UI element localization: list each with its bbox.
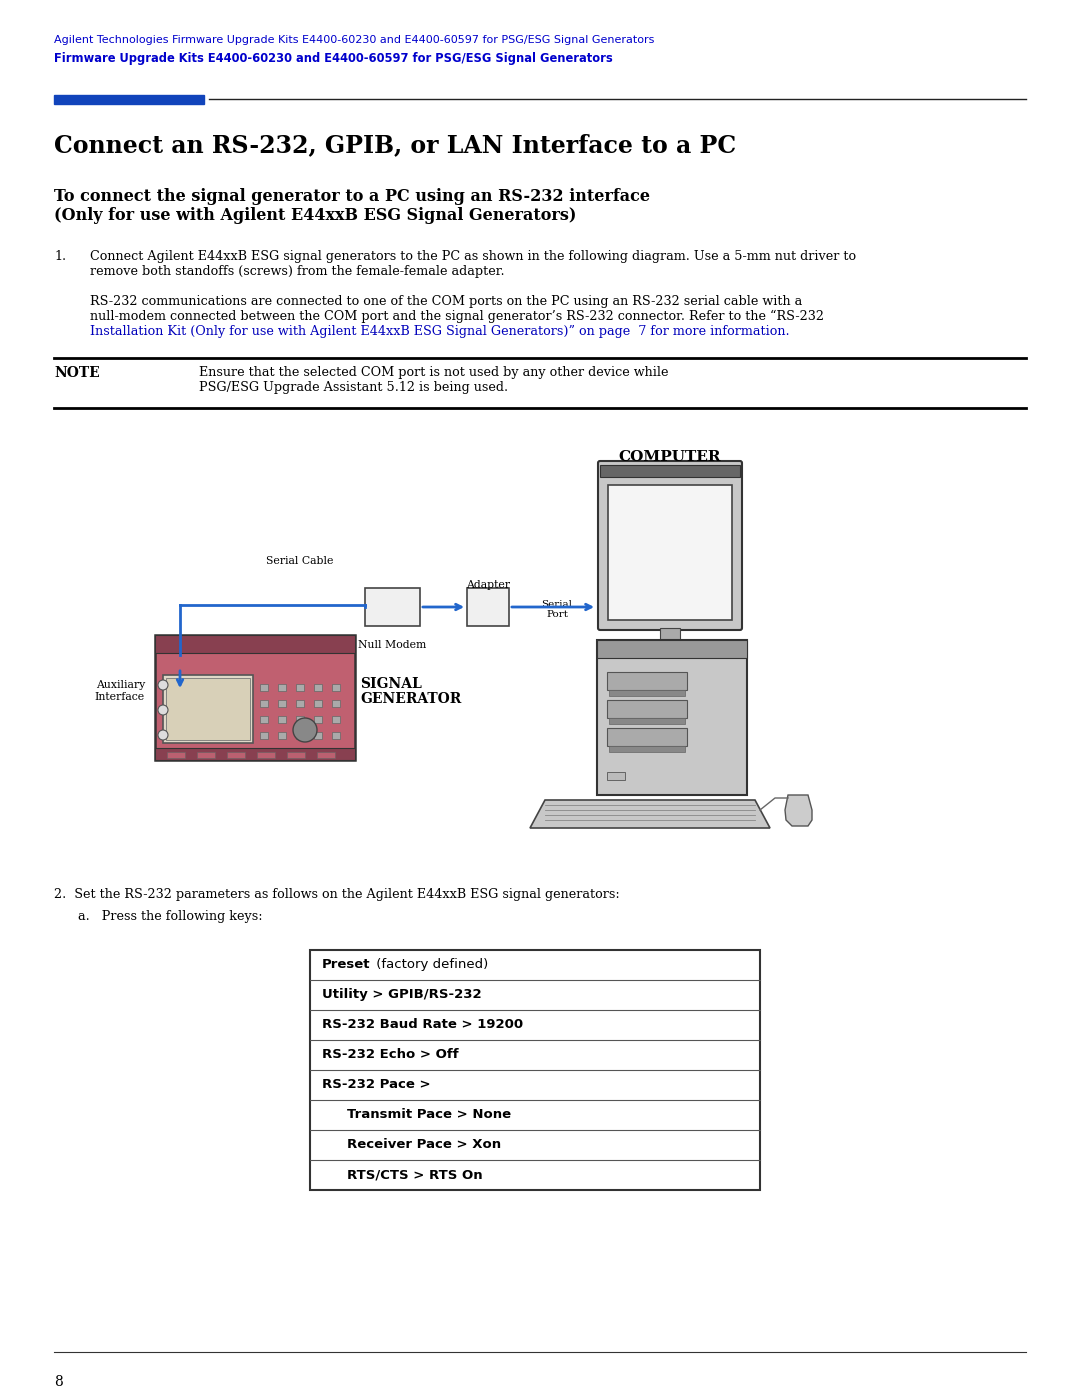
FancyBboxPatch shape	[156, 636, 355, 652]
FancyBboxPatch shape	[600, 465, 740, 476]
FancyBboxPatch shape	[227, 752, 245, 759]
FancyBboxPatch shape	[287, 752, 305, 759]
FancyBboxPatch shape	[314, 685, 322, 692]
FancyBboxPatch shape	[609, 718, 685, 724]
FancyBboxPatch shape	[296, 717, 303, 724]
Text: Adapter: Adapter	[465, 580, 510, 590]
FancyBboxPatch shape	[332, 717, 340, 724]
Bar	[54, 95, 204, 103]
Text: Firmware Upgrade Kits E4400-60230 and E4400-60597 for PSG/ESG Signal Generators: Firmware Upgrade Kits E4400-60230 and E4…	[54, 52, 612, 66]
FancyBboxPatch shape	[278, 685, 286, 692]
Text: Auxiliary
Interface: Auxiliary Interface	[95, 680, 145, 701]
Text: RS-232 Echo > Off: RS-232 Echo > Off	[322, 1048, 459, 1060]
FancyBboxPatch shape	[260, 732, 268, 739]
Text: (Only for use with Agilent E44xxB ESG Signal Generators): (Only for use with Agilent E44xxB ESG Si…	[54, 207, 577, 224]
Text: Agilent Technologies Firmware Upgrade Kits E4400-60230 and E4400-60597 for PSG/E: Agilent Technologies Firmware Upgrade Ki…	[54, 35, 654, 45]
Text: RS-232 Baud Rate > 19200: RS-232 Baud Rate > 19200	[322, 1018, 523, 1031]
FancyBboxPatch shape	[608, 485, 732, 620]
FancyBboxPatch shape	[257, 752, 275, 759]
FancyBboxPatch shape	[260, 717, 268, 724]
FancyBboxPatch shape	[609, 690, 685, 696]
FancyBboxPatch shape	[260, 685, 268, 692]
Text: 8: 8	[54, 1375, 63, 1389]
Text: Serial Cable: Serial Cable	[267, 556, 334, 566]
FancyBboxPatch shape	[597, 640, 747, 795]
Polygon shape	[530, 800, 770, 828]
Circle shape	[158, 680, 168, 690]
FancyBboxPatch shape	[332, 685, 340, 692]
FancyBboxPatch shape	[156, 747, 355, 760]
Text: null-modem connected between the COM port and the signal generator’s RS-232 conn: null-modem connected between the COM por…	[90, 310, 824, 323]
Text: NOTE: NOTE	[54, 366, 99, 380]
FancyBboxPatch shape	[332, 732, 340, 739]
FancyBboxPatch shape	[607, 700, 687, 718]
Text: Connect an RS-232, GPIB, or LAN Interface to a PC: Connect an RS-232, GPIB, or LAN Interfac…	[54, 133, 737, 156]
FancyBboxPatch shape	[167, 752, 185, 759]
FancyBboxPatch shape	[197, 752, 215, 759]
Text: Ensure that the selected COM port is not used by any other device while: Ensure that the selected COM port is not…	[199, 366, 669, 379]
Text: Null Modem: Null Modem	[357, 640, 427, 650]
FancyBboxPatch shape	[278, 717, 286, 724]
Text: a.   Press the following keys:: a. Press the following keys:	[78, 909, 262, 923]
Text: PSG/ESG Upgrade Assistant 5.12 is being used.: PSG/ESG Upgrade Assistant 5.12 is being …	[199, 381, 508, 394]
FancyBboxPatch shape	[609, 746, 685, 752]
Text: COMPUTER: COMPUTER	[619, 450, 721, 464]
FancyBboxPatch shape	[156, 636, 355, 760]
Text: Installation Kit (Only for use with Agilent E44xxB ESG Signal Generators)” on pa: Installation Kit (Only for use with Agil…	[90, 326, 789, 338]
FancyBboxPatch shape	[332, 700, 340, 707]
FancyBboxPatch shape	[278, 700, 286, 707]
FancyBboxPatch shape	[260, 700, 268, 707]
FancyBboxPatch shape	[467, 588, 509, 626]
FancyBboxPatch shape	[318, 752, 335, 759]
Text: GENERATOR: GENERATOR	[360, 692, 461, 705]
Text: Connect Agilent E44xxB ESG signal generators to the PC as shown in the following: Connect Agilent E44xxB ESG signal genera…	[90, 250, 856, 263]
FancyBboxPatch shape	[296, 685, 303, 692]
FancyBboxPatch shape	[296, 700, 303, 707]
Circle shape	[158, 705, 168, 715]
Text: remove both standoffs (screws) from the female-female adapter.: remove both standoffs (screws) from the …	[90, 265, 504, 278]
Text: Receiver Pace > Xon: Receiver Pace > Xon	[347, 1139, 501, 1151]
Text: 1.: 1.	[54, 250, 66, 263]
Text: RTS/CTS > RTS On: RTS/CTS > RTS On	[347, 1168, 483, 1180]
Text: Utility > GPIB/RS-232: Utility > GPIB/RS-232	[322, 988, 482, 1002]
FancyBboxPatch shape	[278, 732, 286, 739]
FancyBboxPatch shape	[163, 675, 253, 743]
FancyBboxPatch shape	[365, 588, 420, 626]
FancyBboxPatch shape	[166, 678, 249, 740]
Polygon shape	[785, 795, 812, 826]
Text: (factory defined): (factory defined)	[373, 958, 489, 971]
Text: Preset: Preset	[322, 958, 370, 971]
Text: RS-232 Pace >: RS-232 Pace >	[322, 1078, 431, 1091]
FancyBboxPatch shape	[314, 732, 322, 739]
FancyBboxPatch shape	[310, 950, 760, 1190]
FancyBboxPatch shape	[607, 728, 687, 746]
Text: SIGNAL: SIGNAL	[360, 678, 422, 692]
Text: To connect the signal generator to a PC using an RS-232 interface: To connect the signal generator to a PC …	[54, 189, 650, 205]
Text: Serial
Port: Serial Port	[541, 599, 572, 619]
Text: Transmit Pace > None: Transmit Pace > None	[347, 1108, 511, 1120]
Text: 2.  Set the RS-232 parameters as follows on the Agilent E44xxB ESG signal genera: 2. Set the RS-232 parameters as follows …	[54, 888, 620, 901]
Text: RS-232 communications are connected to one of the COM ports on the PC using an R: RS-232 communications are connected to o…	[90, 295, 802, 307]
FancyBboxPatch shape	[607, 773, 625, 780]
Circle shape	[293, 718, 318, 742]
FancyBboxPatch shape	[597, 640, 747, 658]
FancyBboxPatch shape	[314, 700, 322, 707]
Circle shape	[158, 731, 168, 740]
FancyBboxPatch shape	[598, 461, 742, 630]
FancyBboxPatch shape	[660, 629, 680, 640]
FancyBboxPatch shape	[296, 732, 303, 739]
FancyBboxPatch shape	[607, 672, 687, 690]
FancyBboxPatch shape	[314, 717, 322, 724]
